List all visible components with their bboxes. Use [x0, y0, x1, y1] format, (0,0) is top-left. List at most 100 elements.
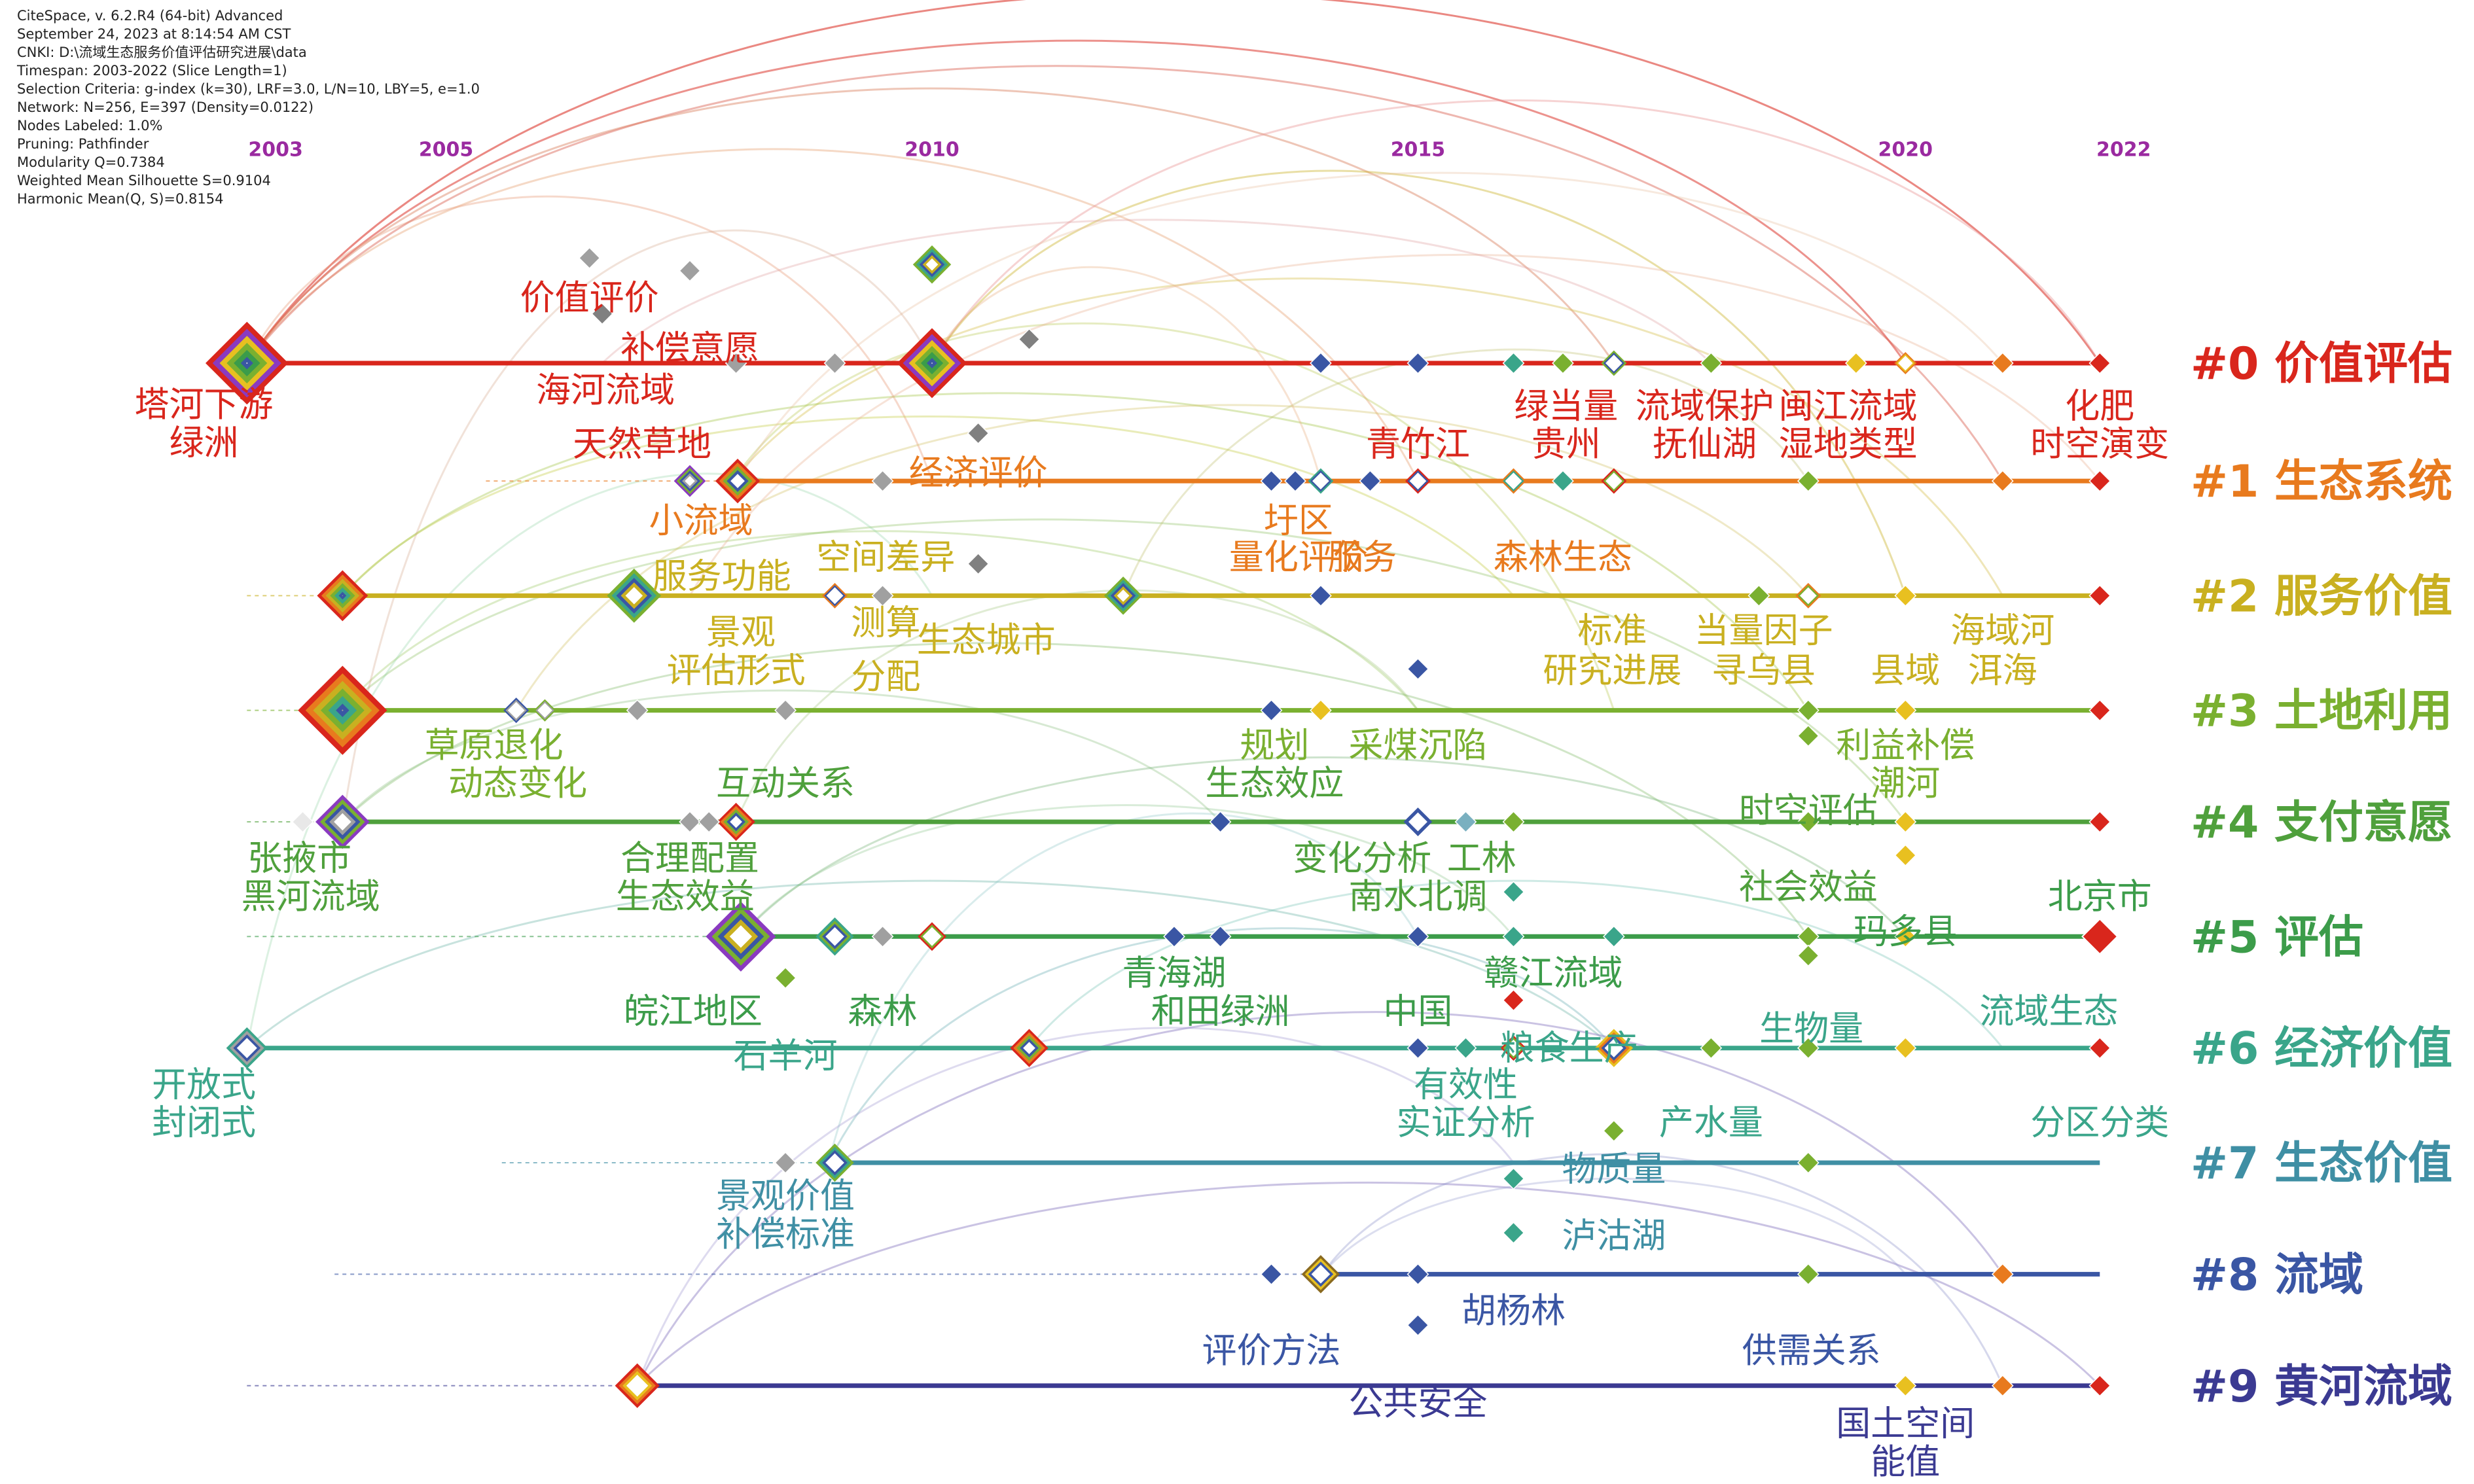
keyword-node[interactable]	[1260, 699, 1283, 722]
node-ring[interactable]	[931, 362, 933, 364]
keyword-node[interactable]	[2089, 352, 2111, 374]
keyword-node[interactable]	[1310, 352, 1332, 374]
node-ring[interactable]	[685, 476, 695, 486]
keyword-node[interactable]	[1894, 844, 1917, 867]
keyword-node[interactable]	[1407, 1314, 1429, 1337]
keyword-node[interactable]	[1407, 352, 1429, 374]
keyword-node[interactable]	[1502, 1167, 1525, 1190]
keyword-node[interactable]	[1502, 811, 1525, 833]
node-ring[interactable]	[1505, 472, 1522, 489]
keyword-node[interactable]	[1797, 925, 1820, 948]
keyword-node[interactable]	[1797, 470, 1820, 493]
keyword-node[interactable]	[1894, 584, 1917, 607]
keyword-node[interactable]	[1284, 470, 1306, 493]
node-ring[interactable]	[507, 701, 525, 719]
node-ring[interactable]	[625, 587, 643, 605]
keyword-node[interactable]	[1310, 584, 1332, 607]
keyword-node[interactable]	[1502, 925, 1525, 948]
keyword-node[interactable]	[1407, 1036, 1429, 1059]
cluster-label[interactable]: #9 黄河流域	[2191, 1361, 2452, 1413]
keyword-node[interactable]	[725, 352, 747, 374]
keyword-node[interactable]	[1797, 1036, 1820, 1059]
node-ring[interactable]	[1409, 472, 1427, 489]
node-ring[interactable]	[626, 1375, 649, 1397]
keyword-node[interactable]	[2089, 584, 2111, 607]
keyword-node[interactable]	[774, 699, 797, 722]
node-ring[interactable]	[730, 474, 745, 489]
keyword-node[interactable]	[1552, 352, 1574, 374]
node-ring[interactable]	[825, 927, 844, 946]
keyword-node[interactable]	[1260, 1263, 1283, 1286]
node-ring[interactable]	[826, 587, 844, 605]
keyword-node[interactable]	[1991, 1263, 2014, 1286]
node-ring[interactable]	[825, 1153, 844, 1173]
keyword-node[interactable]	[1894, 925, 1917, 948]
node-ring[interactable]	[1604, 1038, 1624, 1058]
node-ring[interactable]	[1312, 472, 1329, 489]
node-ring[interactable]	[1117, 590, 1130, 602]
cluster-label[interactable]: #6 经济价值	[2191, 1023, 2452, 1075]
keyword-node[interactable]	[2089, 1036, 2111, 1059]
node-ring[interactable]	[246, 362, 248, 364]
cluster-label[interactable]: #7 生态价值	[2191, 1138, 2452, 1190]
keyword-node[interactable]	[1260, 470, 1283, 493]
cluster-label[interactable]: #8 流域	[2191, 1249, 2363, 1301]
node-ring[interactable]	[925, 258, 939, 271]
keyword-node[interactable]	[1502, 881, 1525, 904]
keyword-node[interactable]	[1991, 352, 2014, 374]
keyword-node[interactable]	[291, 811, 314, 833]
keyword-node[interactable]	[1602, 1120, 1625, 1142]
keyword-node[interactable]	[1502, 1222, 1525, 1244]
cluster-label[interactable]: #2 服务价值	[2191, 571, 2452, 622]
node-ring[interactable]	[729, 925, 753, 948]
keyword-node[interactable]	[1991, 1374, 2014, 1397]
keyword-node[interactable]	[774, 1152, 797, 1174]
keyword-node[interactable]	[1502, 352, 1525, 374]
node-ring[interactable]	[1605, 355, 1622, 372]
cluster-label[interactable]: #1 生态系统	[2191, 456, 2452, 508]
keyword-node[interactable]	[1602, 925, 1625, 948]
node-ring[interactable]	[730, 815, 742, 828]
node-ring[interactable]	[537, 703, 552, 718]
keyword-node[interactable]	[1454, 1036, 1477, 1059]
keyword-node[interactable]	[2089, 699, 2111, 722]
cluster-label[interactable]: #4 支付意愿	[2191, 797, 2452, 849]
node-ring[interactable]	[1898, 355, 1913, 371]
keyword-node[interactable]	[871, 470, 894, 493]
node-ring[interactable]	[236, 1038, 257, 1059]
keyword-node[interactable]	[578, 247, 601, 270]
keyword-node[interactable]	[1894, 699, 1917, 722]
keyword-node[interactable]	[1209, 811, 1232, 833]
node-ring[interactable]	[1505, 1039, 1522, 1057]
keyword-node[interactable]	[626, 699, 649, 722]
keyword-node[interactable]	[1894, 1374, 1917, 1397]
keyword-node[interactable]	[1018, 328, 1041, 351]
node-ring[interactable]	[1605, 472, 1622, 489]
keyword-node[interactable]	[823, 352, 846, 374]
cluster-label[interactable]: #0 价值评估	[2191, 338, 2452, 390]
keyword-node[interactable]	[1797, 724, 1820, 747]
keyword-node[interactable]	[871, 584, 894, 607]
node-ring[interactable]	[1311, 1265, 1331, 1284]
keyword-node[interactable]	[1700, 352, 1723, 374]
keyword-node[interactable]	[591, 302, 614, 325]
node-ring[interactable]	[922, 927, 942, 946]
keyword-node[interactable]	[2089, 470, 2111, 493]
node-ring[interactable]	[1023, 1042, 1035, 1055]
keyword-node[interactable]	[1797, 1263, 1820, 1286]
keyword-node[interactable]	[679, 811, 701, 833]
node-ring[interactable]	[334, 813, 351, 831]
cluster-label[interactable]: #5 评估	[2191, 911, 2363, 963]
keyword-node[interactable]	[1797, 699, 1820, 722]
keyword-node[interactable]	[2081, 918, 2119, 955]
keyword-node[interactable]	[1502, 989, 1525, 1012]
keyword-node[interactable]	[1454, 811, 1477, 833]
keyword-node[interactable]	[698, 811, 721, 833]
keyword-node[interactable]	[1700, 1036, 1723, 1059]
cluster-label[interactable]: #3 土地利用	[2191, 686, 2452, 737]
keyword-node[interactable]	[1407, 658, 1429, 680]
keyword-node[interactable]	[2089, 811, 2111, 833]
keyword-node[interactable]	[679, 259, 701, 282]
keyword-node[interactable]	[1748, 584, 1770, 607]
keyword-node[interactable]	[1894, 1036, 1917, 1059]
